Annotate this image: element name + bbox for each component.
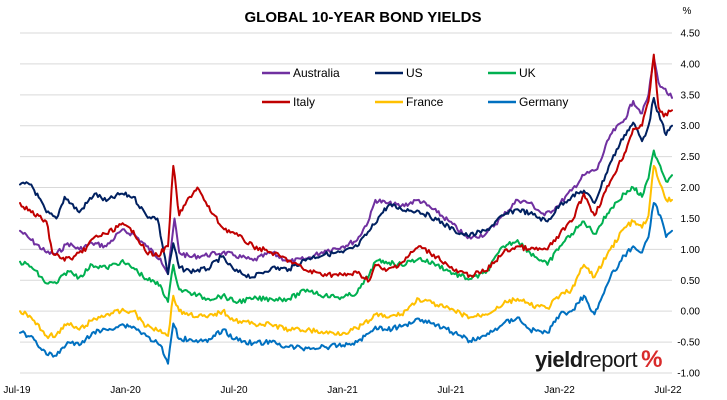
y-tick-label: 2.50 (681, 152, 701, 163)
y-axis-tick-labels: 4.50 4.00 3.50 3.00 2.50 2.00 1.50 1.00 0.50 0.00… (677, 29, 700, 380)
series-line-germany (19, 202, 673, 365)
x-tick-label: Jul-22 (654, 385, 682, 396)
y-tick-label: 0.00 (681, 307, 701, 318)
legend-label: France (406, 95, 444, 109)
legend-label: Italy (293, 95, 315, 109)
x-tick-label: Jul-20 (220, 385, 248, 396)
logo-word-yield: yield (535, 347, 583, 372)
x-tick-label: Jan-21 (327, 385, 358, 396)
y-tick-label: 2.00 (681, 183, 701, 194)
legend-label: Germany (519, 95, 568, 109)
legend: Australia US UK Italy France Germany (262, 66, 568, 109)
x-tick-label: Jan-22 (544, 385, 575, 396)
series-line-france (19, 164, 673, 340)
legend-label: Australia (293, 66, 340, 80)
series-line-uk (19, 149, 673, 305)
series-line-australia (19, 56, 673, 276)
yieldreport-logo: yieldreport% (535, 346, 662, 373)
y-tick-label: 0.50 (681, 276, 701, 287)
x-axis-tick-labels: Jul-19 Jan-20 Jul-20 Jan-21 Jul-21 Jan-22 Jul-… (3, 385, 682, 396)
y-tick-label: 1.50 (681, 214, 701, 225)
series-line-italy (19, 53, 673, 283)
y-tick-label: 4.00 (681, 59, 701, 70)
y-tick-label: -1.00 (677, 369, 700, 380)
series-lines (19, 53, 673, 365)
x-tick-label: Jan-20 (110, 385, 141, 396)
x-tick-label: Jul-19 (3, 385, 31, 396)
gridlines (20, 32, 672, 374)
logo-word-report: report (583, 347, 638, 372)
legend-label: US (406, 66, 423, 80)
y-tick-label: 1.00 (681, 245, 701, 256)
logo-percent-mark: % (641, 346, 662, 373)
series-line-us (19, 96, 673, 279)
y-tick-label: 3.50 (681, 90, 701, 101)
y-tick-label: 4.50 (681, 29, 701, 40)
y-tick-label: 3.00 (681, 121, 701, 132)
legend-label: UK (519, 66, 536, 80)
y-axis-unit-label: % (683, 6, 692, 17)
chart-title: GLOBAL 10-YEAR BOND YIELDS (245, 9, 482, 26)
svg-text:yieldreport%: yieldreport% (535, 346, 662, 373)
y-tick-label: -0.50 (677, 338, 700, 349)
x-tick-label: Jul-21 (437, 385, 465, 396)
